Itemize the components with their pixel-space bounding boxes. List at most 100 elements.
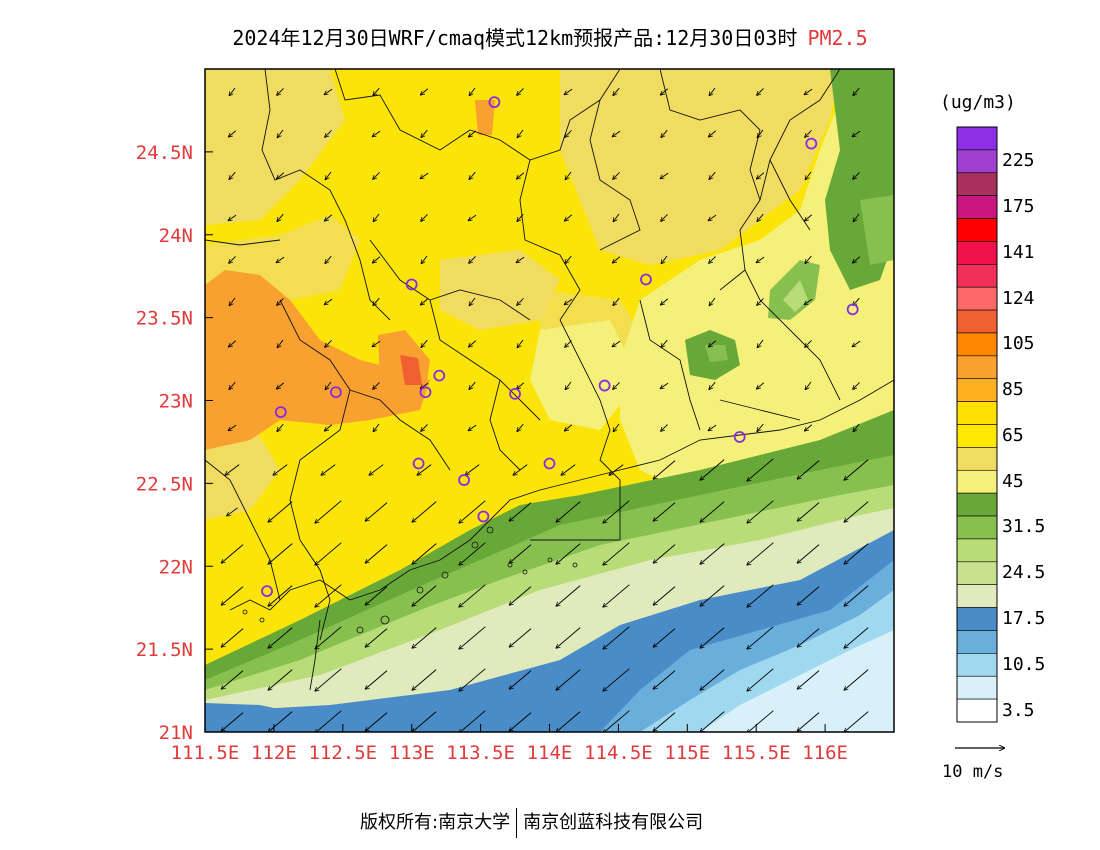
- wind-arrow: [229, 87, 236, 96]
- wind-arrow: [612, 172, 620, 179]
- wind-arrow: [756, 256, 765, 263]
- wind-arrow: [660, 172, 669, 179]
- wind-arrow: [365, 586, 388, 606]
- city-marker: [261, 585, 273, 598]
- wind-arrow: [325, 255, 332, 264]
- wind-arrow: [420, 88, 429, 96]
- wind-arrow: [661, 129, 668, 138]
- wind-arrow: [708, 424, 717, 431]
- axis-ticks: 111.5E 112E 112.5E 113E 113.5E 114E 114.5E 115E…: [136, 142, 848, 764]
- wind-arrow: [516, 298, 524, 305]
- city-marker: [419, 386, 432, 399]
- wind-arrow: [564, 298, 573, 305]
- wind-arrow: [700, 543, 725, 565]
- wind-arrow: [603, 500, 630, 524]
- colorbar-label: 85: [1002, 379, 1024, 401]
- wind-arrow: [509, 586, 532, 606]
- wind-arrow: [556, 501, 581, 523]
- wind-arrow: [844, 501, 869, 523]
- colorbar-segment: [956, 584, 998, 608]
- city-marker: [274, 406, 287, 419]
- colorbar-label: 31.5: [1002, 516, 1046, 538]
- wind-arrow: [564, 130, 572, 137]
- wind-arrow: [372, 256, 381, 264]
- wind-arrow: [229, 171, 236, 180]
- wind-arrow: [805, 171, 812, 180]
- colorbar-label: 65: [1002, 424, 1024, 446]
- wind-arrow: [324, 424, 333, 432]
- wind-arrow: [459, 710, 486, 732]
- wind-arrow: [228, 340, 237, 348]
- lon-tick-label: 113E: [389, 742, 435, 764]
- wind-arrow: [613, 423, 620, 432]
- wind-arrow: [373, 297, 380, 306]
- wind-arrow: [653, 628, 676, 648]
- wind-arrow: [273, 464, 288, 476]
- colorbar-segment: [956, 309, 998, 334]
- wind-arrow: [277, 213, 284, 222]
- colorbar-segment: [956, 264, 998, 288]
- wind-arrow: [372, 130, 381, 137]
- wind-arrow: [709, 87, 716, 96]
- wind-arrow: [268, 585, 293, 607]
- city-marker: [805, 137, 818, 150]
- wind-arrow: [709, 297, 716, 306]
- wind-arrow: [315, 500, 342, 524]
- colorbar-segment: [956, 355, 998, 380]
- lat-tick-label: 22N: [159, 556, 193, 578]
- wind-arrow: [221, 670, 244, 690]
- wind-arrow: [653, 712, 676, 732]
- wind-arrow: [421, 129, 428, 138]
- lat-tick-label: 22.5N: [136, 473, 193, 495]
- wind-arrow: [757, 213, 764, 222]
- wind-arrow: [805, 381, 812, 390]
- wind-arrow: [660, 298, 669, 306]
- wind-arrow: [653, 460, 676, 480]
- wind-arrow: [420, 382, 429, 389]
- wind-arrow: [797, 586, 820, 606]
- city-marker: [330, 386, 342, 399]
- wind-reference-label: 10 m/s: [942, 762, 1004, 782]
- wind-arrow: [315, 542, 342, 566]
- colorbar-segment: [956, 675, 998, 700]
- city-markers: [261, 96, 859, 598]
- colorbar-segment: [956, 424, 998, 448]
- lon-tick-label: 116E: [802, 742, 848, 764]
- wind-arrow: [277, 129, 284, 138]
- wind-arrow: [797, 670, 820, 690]
- wind-arrow: [412, 627, 437, 649]
- colorbar-label: 3.5: [1002, 699, 1035, 721]
- wind-arrow: [708, 340, 717, 348]
- copyright-footer: 版权所有:南京大学 南京创蓝科技有限公司: [360, 808, 703, 838]
- wind-arrow: [229, 297, 236, 306]
- wind-arrow: [853, 87, 860, 96]
- wind-arrow: [564, 424, 573, 432]
- wind-arrow: [221, 586, 244, 606]
- wind-arrow: [603, 668, 630, 692]
- wind-arrow: [459, 584, 486, 608]
- wind-arrow: [756, 298, 764, 305]
- wind-arrow: [509, 628, 532, 648]
- wind-arrow: [315, 668, 342, 692]
- wind-arrow: [603, 542, 630, 566]
- wind-arrow: [277, 339, 284, 348]
- wind-arrow: [565, 255, 572, 264]
- wind-arrow: [612, 130, 621, 137]
- wind-arrow: [509, 544, 532, 564]
- colorbar-unit: (ug/m3): [940, 92, 1016, 113]
- wind-arrow: [661, 339, 668, 348]
- wind-arrow: [708, 130, 717, 138]
- colorbar-segment: [956, 195, 998, 219]
- wind-arrow: [653, 544, 676, 564]
- wind-arrow: [756, 88, 764, 95]
- wind-arrow: [603, 626, 630, 650]
- colorbar-frame: [956, 126, 998, 723]
- wind-arrow: [509, 670, 532, 690]
- wind-arrow: [556, 711, 581, 732]
- wind-arrow: [276, 298, 284, 305]
- wind-arrow: [268, 711, 293, 732]
- wind-arrow: [229, 381, 236, 390]
- wind-arrow: [277, 423, 284, 432]
- wind-arrow: [412, 669, 437, 691]
